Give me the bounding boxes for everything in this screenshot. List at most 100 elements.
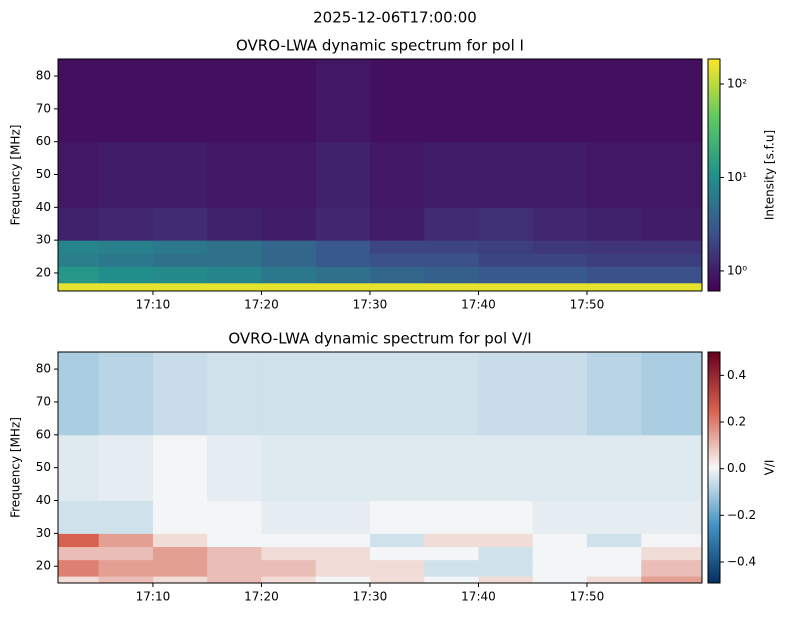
colorbar-tick-label: 10² xyxy=(727,76,747,90)
heatmap-cell xyxy=(152,533,208,548)
heatmap-cell xyxy=(532,576,588,584)
heatmap-cell xyxy=(207,253,262,267)
heatmap-cell xyxy=(478,434,534,502)
heatmap-cell xyxy=(58,533,100,548)
heatmap-cell xyxy=(369,253,425,267)
heatmap-cell xyxy=(261,352,317,436)
heatmap-cell xyxy=(369,546,425,561)
heatmap-cell xyxy=(369,500,425,534)
heatmap-cell xyxy=(152,59,208,143)
heatmap-cell xyxy=(586,59,642,143)
y-tick-label: 20 xyxy=(36,265,51,279)
heatmap-cell xyxy=(424,559,479,577)
x-tick-label: 17:10 xyxy=(136,590,171,604)
heatmap-cell xyxy=(98,500,154,534)
heatmap-cell xyxy=(98,434,154,502)
heatmap-cell xyxy=(424,266,479,284)
y-tick-label: 20 xyxy=(36,559,51,573)
heatmap-cell xyxy=(369,352,425,436)
heatmap-cell xyxy=(641,253,703,267)
heatmap-cell xyxy=(532,352,588,436)
heatmap-cell xyxy=(58,559,100,577)
heatmap-cell xyxy=(586,576,642,584)
heatmap-cell xyxy=(315,253,371,267)
heatmap-cell xyxy=(641,546,703,561)
heatmap-cell xyxy=(424,533,479,548)
heatmap-cell xyxy=(478,266,534,284)
heatmap-cell xyxy=(586,546,642,561)
heatmap-cell xyxy=(58,266,100,284)
y-tick-label: 30 xyxy=(36,233,51,247)
heatmap-cell xyxy=(641,141,703,208)
colorbar-label: V/I xyxy=(763,460,777,476)
heatmap-cell xyxy=(532,559,588,577)
heatmap-cell xyxy=(641,434,703,502)
heatmap-cell xyxy=(98,352,154,436)
heatmap-cell xyxy=(98,576,154,584)
heatmap-cell xyxy=(369,559,425,577)
heatmap-cell xyxy=(261,240,317,254)
heatmap-cell xyxy=(261,434,317,502)
y-tick-label: 50 xyxy=(36,167,51,181)
heatmap-cell xyxy=(58,282,100,292)
heatmap-cell xyxy=(98,253,154,267)
heatmap-cell xyxy=(58,240,100,254)
heatmap-cell xyxy=(369,240,425,254)
heatmap-cell xyxy=(261,500,317,534)
x-tick-label: 17:50 xyxy=(570,590,605,604)
heatmap-cell xyxy=(369,434,425,502)
heatmap-cell xyxy=(478,253,534,267)
heatmap-cell xyxy=(315,207,371,241)
colorbar-tick-label: −0.2 xyxy=(727,508,756,522)
heatmap-cell xyxy=(207,500,262,534)
heatmap-cell xyxy=(586,240,642,254)
colorbar-label: Intensity [s.f.u] xyxy=(763,130,777,220)
y-tick-label: 40 xyxy=(36,493,51,507)
y-tick-label: 30 xyxy=(36,526,51,540)
heatmap-cell xyxy=(152,253,208,267)
heatmap-cell xyxy=(641,500,703,534)
heatmap-cell xyxy=(586,352,642,436)
colorbar-tick-label: 10⁰ xyxy=(727,263,747,277)
heatmap-cell xyxy=(207,141,262,208)
heatmap-cell xyxy=(369,207,425,241)
heatmap-cell xyxy=(207,546,262,561)
heatmap-cell xyxy=(369,141,425,208)
panel-title: OVRO-LWA dynamic spectrum for pol I xyxy=(236,37,524,55)
heatmap-cell xyxy=(532,282,588,292)
heatmap-cell xyxy=(98,533,154,548)
heatmap-cell xyxy=(152,559,208,577)
heatmap-cell xyxy=(424,352,479,436)
heatmap-cell xyxy=(586,434,642,502)
heatmap-cell xyxy=(315,352,371,436)
heatmap-cell xyxy=(478,500,534,534)
y-tick-label: 50 xyxy=(36,460,51,474)
heatmap-cell xyxy=(58,500,100,534)
heatmap-cell xyxy=(478,352,534,436)
heatmap-cell xyxy=(586,282,642,292)
heatmap-cell xyxy=(641,533,703,548)
figure-title: 2025-12-06T17:00:00 xyxy=(313,9,477,27)
heatmap-cell xyxy=(58,352,100,436)
heatmap-cell xyxy=(207,559,262,577)
heatmap-cell xyxy=(532,141,588,208)
heatmap-cell xyxy=(207,266,262,284)
heatmap-cell xyxy=(586,533,642,548)
heatmap-cell xyxy=(478,533,534,548)
heatmap-cell xyxy=(424,434,479,502)
heatmap-cell xyxy=(586,559,642,577)
heatmap-cell xyxy=(369,576,425,584)
y-tick-label: 80 xyxy=(36,362,51,376)
heatmap-cell xyxy=(641,240,703,254)
heatmap-cell xyxy=(315,282,371,292)
heatmap-cell xyxy=(315,500,371,534)
y-axis-label: Frequency [MHz] xyxy=(9,125,23,226)
y-tick-label: 60 xyxy=(36,427,51,441)
heatmap-cell xyxy=(586,253,642,267)
x-tick-label: 17:10 xyxy=(136,298,171,312)
heatmap-cell xyxy=(152,141,208,208)
heatmap-cell xyxy=(532,546,588,561)
heatmap-cell xyxy=(532,434,588,502)
heatmap-cell xyxy=(261,559,317,577)
heatmap-cell xyxy=(152,500,208,534)
